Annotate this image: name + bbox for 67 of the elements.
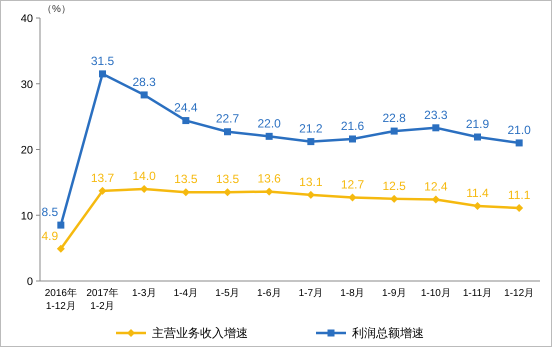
point <box>140 91 148 98</box>
data-label: 11.4 <box>466 186 490 200</box>
point <box>516 139 523 146</box>
data-label: 8.5 <box>41 205 58 220</box>
point <box>306 190 315 199</box>
point <box>98 186 106 195</box>
data-label: 22.7 <box>216 112 240 126</box>
y-axis-title: （%） <box>42 4 71 15</box>
x-tick-label: 1-4月 <box>174 288 198 299</box>
x-tick-label: 1-3月 <box>132 288 156 299</box>
data-label: 31.5 <box>90 54 114 68</box>
x-tick-label: 1-10月 <box>420 288 451 299</box>
point <box>348 194 356 202</box>
point <box>432 195 440 204</box>
point <box>474 202 482 210</box>
data-label: 21.2 <box>299 122 323 136</box>
point <box>390 128 398 135</box>
data-label: 13.7 <box>90 170 114 185</box>
point <box>224 128 231 136</box>
point <box>349 135 356 142</box>
point <box>265 188 274 196</box>
data-label: 22.0 <box>257 116 282 130</box>
x-tick-label: 2017年 1-2月 <box>86 287 119 312</box>
data-label: 21.9 <box>466 117 490 132</box>
data-label: 28.3 <box>132 74 156 89</box>
data-label: 12.4 <box>424 179 448 194</box>
y-tick-label: 40 <box>20 13 33 25</box>
point <box>140 184 148 193</box>
data-label: 13.1 <box>299 174 323 189</box>
x-tick-label: 1-9月 <box>382 288 406 299</box>
point <box>307 138 314 146</box>
data-label: 11.1 <box>508 188 531 202</box>
data-label: 12.7 <box>340 177 364 192</box>
y-tick-label: 10 <box>20 210 33 222</box>
point <box>56 244 65 253</box>
data-label: 13.6 <box>257 172 282 186</box>
y-tick-label: 20 <box>20 144 33 156</box>
data-label: 21.6 <box>340 118 364 133</box>
legend-label: 主营业务收入增速 <box>152 326 248 340</box>
data-label: 13.5 <box>174 172 198 186</box>
data-label: 24.4 <box>174 100 198 115</box>
data-label: 14.0 <box>132 168 156 183</box>
x-tick-label: 1-8月 <box>340 288 365 299</box>
x-tick-label: 1-6月 <box>256 288 282 299</box>
legend-label: 利润总额增速 <box>352 326 424 340</box>
x-tick-label: 1-7月 <box>298 288 324 299</box>
point <box>182 117 190 124</box>
point <box>515 204 524 212</box>
x-tick-label: 1-12月 <box>504 288 534 299</box>
x-tick-label: 2016年 1-12月 <box>44 287 77 312</box>
x-tick-label: 1-11月 <box>462 288 492 299</box>
point <box>266 132 273 140</box>
y-tick-label: 30 <box>20 78 33 91</box>
point <box>99 70 106 78</box>
data-label: 4.9 <box>41 228 58 243</box>
data-label: 13.5 <box>216 172 240 186</box>
point <box>474 134 481 141</box>
point <box>390 194 398 203</box>
data-label: 23.3 <box>424 108 448 122</box>
point <box>432 124 440 132</box>
data-label: 21.0 <box>507 122 532 137</box>
data-label: 22.8 <box>382 111 406 126</box>
point <box>57 222 64 229</box>
x-tick-label: 1-5月 <box>215 288 240 299</box>
y-tick-label: 0 <box>26 276 33 288</box>
point <box>224 188 232 196</box>
data-label: 12.5 <box>382 178 406 193</box>
